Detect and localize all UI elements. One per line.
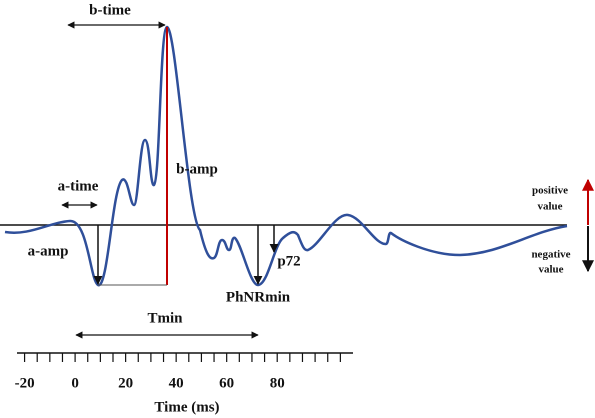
b-time-label: b-time [89,2,131,18]
x-tick-label: 80 [270,375,285,391]
x-tick-label: 40 [169,375,184,391]
b-amp-label: b-amp [176,161,218,177]
positive-label: value [537,201,562,213]
x-tick-label: 20 [118,375,133,391]
p72-label: p72 [277,253,300,269]
a-time-label: a-time [58,178,99,194]
positive-label: positive [532,185,568,197]
negative-label: negative [531,249,570,261]
axis-title: Time (ms) [154,399,219,415]
x-tick-label: 0 [71,375,79,391]
x-tick-label: -20 [15,375,35,391]
phnr-label: PhNRmin [226,289,291,305]
waveform [4,25,568,287]
negative-label: value [538,264,563,276]
x-tick-label: 60 [219,375,234,391]
a-amp-label: a-amp [28,243,69,259]
tmin-label: Tmin [147,310,183,326]
